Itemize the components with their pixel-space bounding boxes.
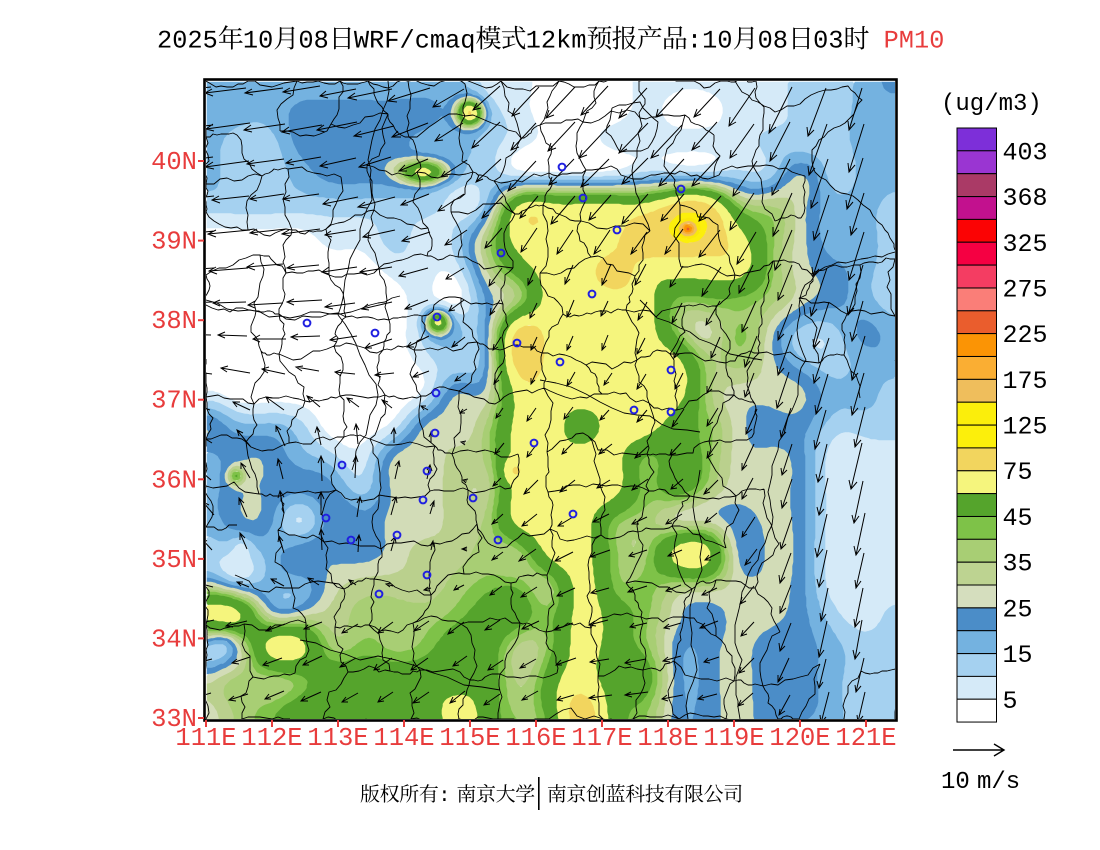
svg-text:38N: 38N	[151, 307, 197, 336]
svg-text:175: 175	[1003, 367, 1048, 396]
svg-text:113E: 113E	[307, 724, 368, 753]
svg-text:39N: 39N	[151, 228, 197, 257]
svg-text:36N: 36N	[151, 466, 197, 495]
svg-text:75: 75	[1003, 458, 1033, 487]
svg-text:118E: 118E	[637, 724, 698, 753]
svg-text:120E: 120E	[769, 724, 830, 753]
svg-text:25: 25	[1003, 595, 1033, 624]
svg-text:35N: 35N	[151, 546, 197, 575]
svg-text:5: 5	[1003, 687, 1018, 716]
svg-text:111E: 111E	[175, 724, 236, 753]
svg-text:112E: 112E	[241, 724, 302, 753]
svg-text:119E: 119E	[703, 724, 764, 753]
svg-text:115E: 115E	[439, 724, 500, 753]
svg-text:368: 368	[1003, 184, 1048, 213]
svg-text:m/s: m/s	[977, 769, 1020, 796]
svg-text:33N: 33N	[151, 705, 197, 734]
svg-text:117E: 117E	[571, 724, 632, 753]
svg-text:116E: 116E	[505, 724, 566, 753]
svg-text:275: 275	[1003, 276, 1048, 305]
svg-text:325: 325	[1003, 230, 1048, 259]
svg-text:40N: 40N	[151, 148, 197, 177]
svg-text:125: 125	[1003, 413, 1048, 442]
svg-text:10: 10	[941, 769, 970, 796]
svg-text:34N: 34N	[151, 625, 197, 654]
svg-text:15: 15	[1003, 641, 1033, 670]
svg-text:121E: 121E	[835, 724, 896, 753]
svg-text:35: 35	[1003, 550, 1033, 579]
svg-text:225: 225	[1003, 321, 1048, 350]
svg-text:(ug/m3): (ug/m3)	[941, 91, 1042, 118]
svg-text:45: 45	[1003, 504, 1033, 533]
svg-text:114E: 114E	[373, 724, 434, 753]
svg-text:37N: 37N	[151, 387, 197, 416]
svg-text:403: 403	[1003, 138, 1048, 167]
